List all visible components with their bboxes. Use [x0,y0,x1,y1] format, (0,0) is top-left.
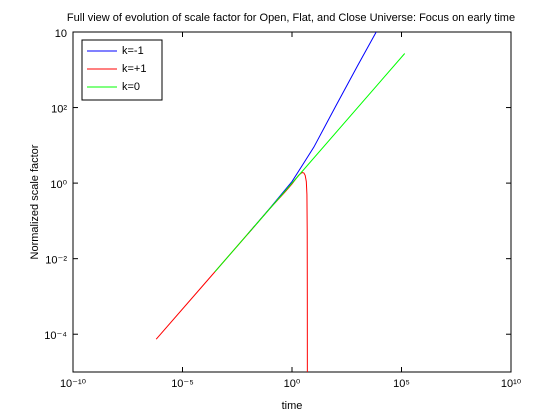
legend: k=-1 k=+1 k=0 [81,39,163,101]
legend-box [81,39,163,101]
legend-label: k=+1 [122,63,146,75]
x-tick-label: 10⁵ [393,378,410,390]
legend-label: k=-1 [122,45,144,57]
chart-title: Full view of evolution of scale factor f… [67,12,515,24]
legend-label: k=0 [122,81,140,93]
series-line [214,53,406,273]
x-axis-label: time [282,400,303,412]
x-tick-label: 10¹⁰ [501,378,522,390]
series-lines [155,32,406,372]
x-tick-label: 10⁰ [284,378,301,390]
y-tick-label: 10⁻² [45,255,67,267]
x-tick-label: 10⁻⁵ [171,378,194,390]
y-tick-label: 10 [55,28,67,40]
x-tick-label: 10⁻¹⁰ [60,378,87,390]
y-tick-label: 10⁰ [50,179,67,191]
y-tick-label: 10⁻⁴ [44,330,67,342]
y-tick-label: 10² [51,103,67,115]
y-axis-label: Normalized scale factor [29,144,41,259]
